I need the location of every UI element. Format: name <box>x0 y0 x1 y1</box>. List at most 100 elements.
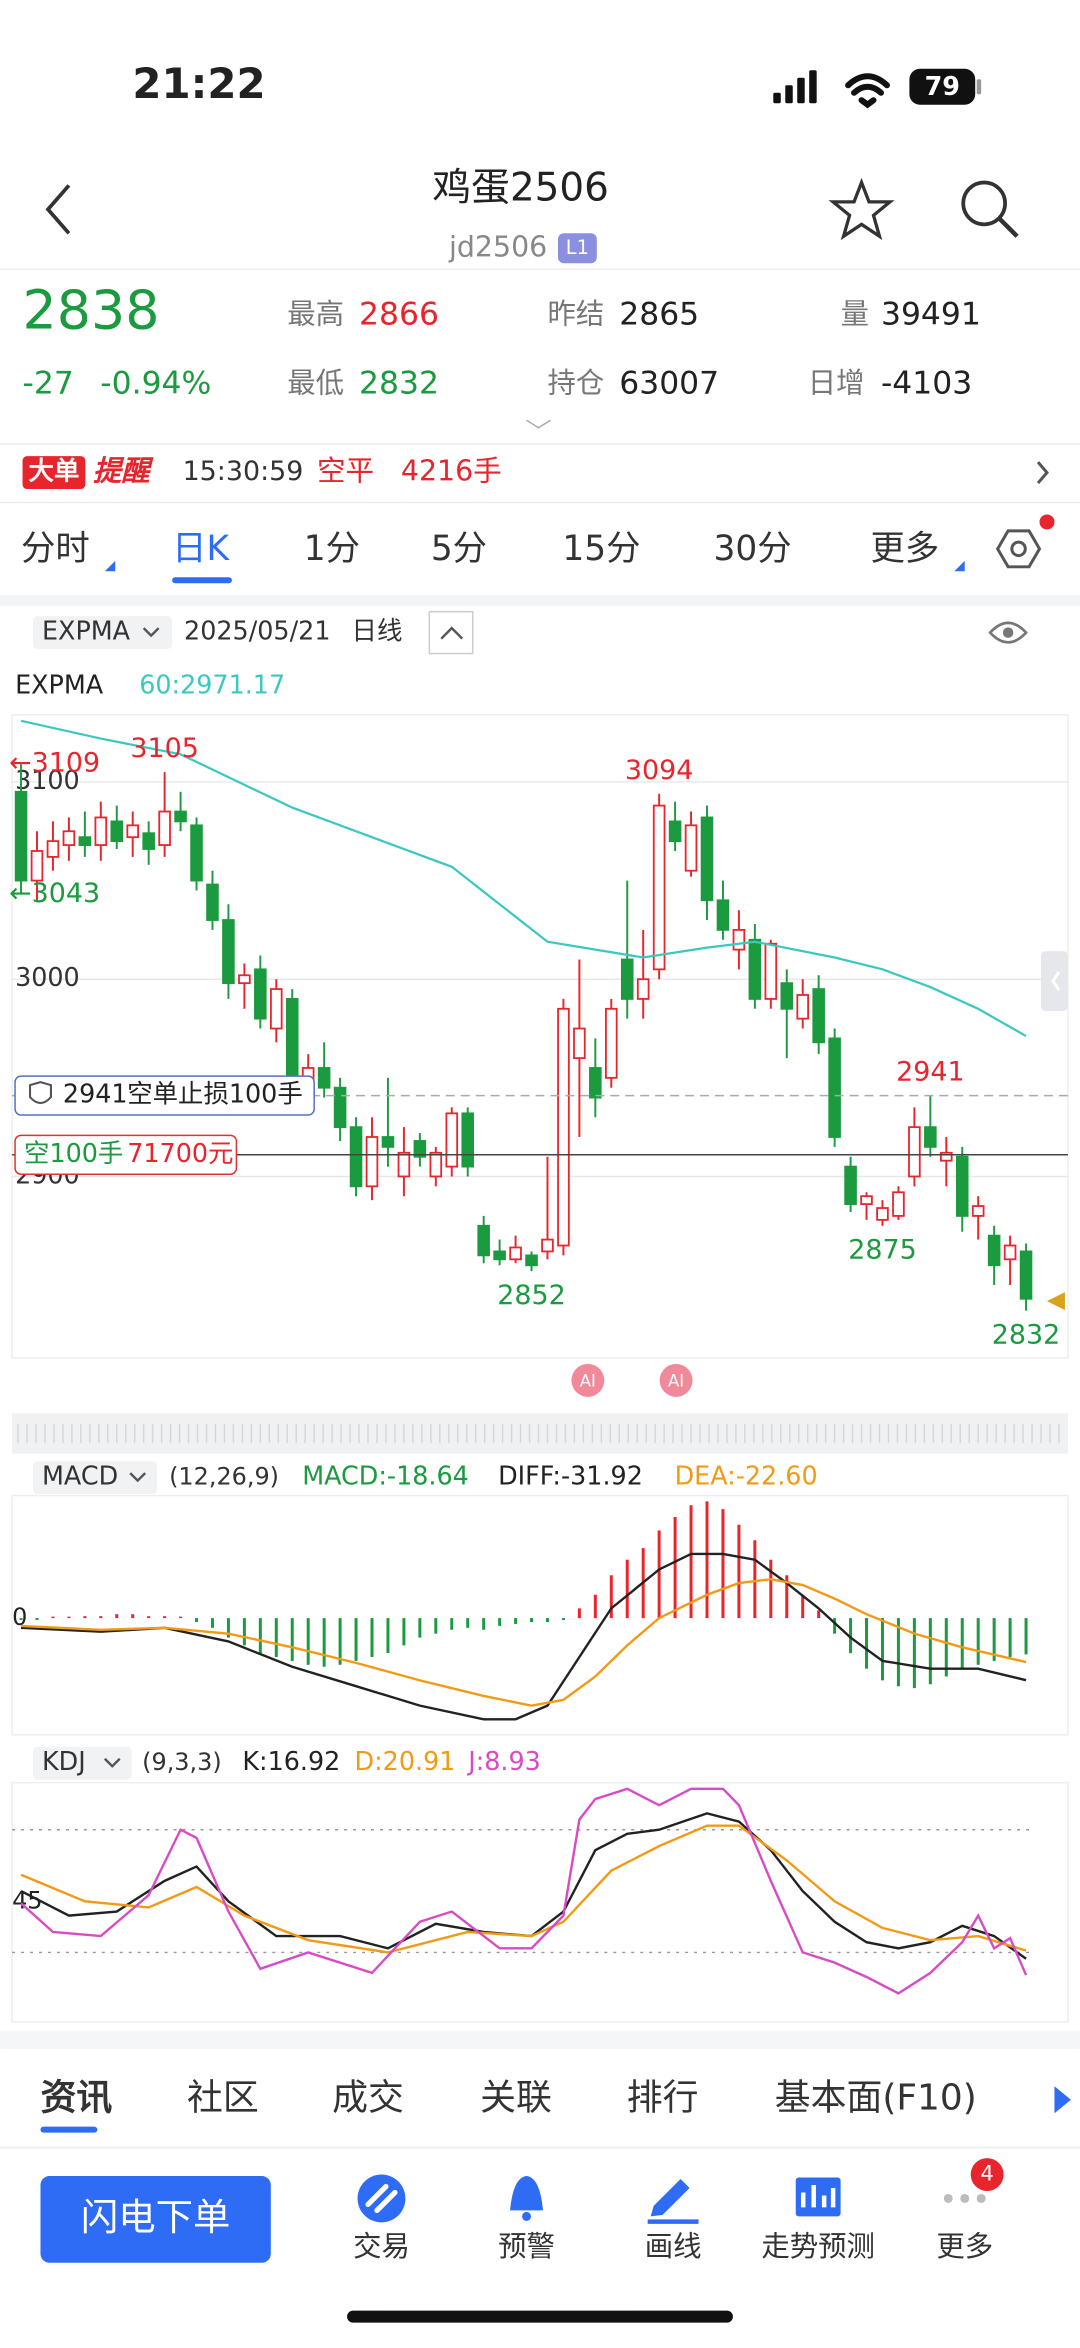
candle-body <box>684 824 698 872</box>
stop-order-box[interactable] <box>14 1075 315 1116</box>
ai-badge-text: AI <box>668 1371 684 1390</box>
candle-body <box>206 883 219 921</box>
field-label: 最低 <box>287 366 344 399</box>
period-tab[interactable]: 更多 <box>871 529 940 569</box>
candle-body <box>987 1234 1001 1267</box>
candle-body <box>1003 1244 1017 1261</box>
alert-more[interactable] <box>1036 461 1049 485</box>
content-tab[interactable]: 成交 <box>332 2078 404 2119</box>
macd-name: MACD <box>42 1461 118 1491</box>
candle-body <box>413 1140 427 1158</box>
y-tick-label: 0 <box>12 1603 27 1631</box>
period-tab[interactable]: 日K <box>172 529 230 569</box>
shield-icon <box>28 1081 53 1105</box>
kdj-line <box>20 1787 1028 1995</box>
alert-icon <box>510 2176 543 2221</box>
candle-body <box>445 1112 459 1168</box>
collapse-button[interactable] <box>428 610 474 655</box>
nav-item[interactable]: 更多 <box>936 2230 993 2263</box>
date: 2025/05/21 <box>184 616 330 646</box>
peak-label: 2941 <box>896 1057 964 1088</box>
candle-body <box>397 1151 411 1178</box>
peak-label: 3105 <box>130 733 198 764</box>
macd-frame <box>11 1494 1069 1736</box>
macd-select[interactable] <box>33 1461 158 1495</box>
field-value: 39491 <box>881 297 981 333</box>
content-tab[interactable]: 社区 <box>187 2078 259 2119</box>
candle-body <box>892 1191 905 1217</box>
field-value: -4103 <box>881 365 972 401</box>
content-tab[interactable]: 排行 <box>627 2078 699 2119</box>
nav-item[interactable]: 预警 <box>498 2230 555 2263</box>
period-tab[interactable]: 30分 <box>713 529 791 569</box>
macd-params: (12,26,9) <box>169 1463 279 1491</box>
quick-order-button[interactable] <box>40 2176 271 2263</box>
nav-item[interactable]: 走势预测 <box>761 2230 875 2263</box>
settings-button[interactable] <box>995 514 1055 569</box>
candle-body <box>461 1112 474 1168</box>
kdj-select[interactable] <box>33 1746 132 1780</box>
more-icon <box>943 2158 1004 2203</box>
wifi-icon <box>845 73 890 109</box>
kdj-params: (9,3,3) <box>142 1748 221 1776</box>
period-tab[interactable]: 分时 <box>21 529 90 569</box>
macd-line <box>20 1577 1027 1707</box>
content-tab[interactable]: 基本面(F10) <box>775 2078 977 2119</box>
edge-label: ←3043 <box>9 878 100 909</box>
kdj-readout: J:8.93 <box>466 1746 541 1776</box>
kdj-line <box>20 1824 1027 1954</box>
candle-body <box>700 816 714 902</box>
chevron <box>440 626 464 640</box>
ai-badge[interactable] <box>571 1363 605 1397</box>
ai-badge[interactable] <box>659 1363 693 1397</box>
peak-label: 3094 <box>625 755 693 786</box>
nav-item[interactable]: 交易 <box>353 2230 410 2263</box>
tab-underline <box>40 2126 98 2133</box>
chevron <box>103 1757 121 1768</box>
expand[interactable] <box>526 419 551 429</box>
candle-body <box>190 824 203 882</box>
macd-line <box>20 1552 1027 1721</box>
legend-name: EXPMA <box>15 669 104 699</box>
change: -27 <box>23 365 74 401</box>
candle-body <box>94 816 108 846</box>
indicator-select[interactable] <box>33 616 173 650</box>
back-button[interactable] <box>45 184 71 235</box>
position-box[interactable] <box>14 1134 238 1175</box>
alert-time: 15:30:59 <box>183 456 304 487</box>
tabs-more[interactable] <box>1054 2086 1071 2114</box>
period-tab[interactable]: 15分 <box>562 529 640 569</box>
y-tick-label: 3100 <box>15 765 80 795</box>
search-button[interactable] <box>961 180 1019 238</box>
eye-button[interactable] <box>988 621 1028 644</box>
candle-body <box>668 820 682 843</box>
nav-item[interactable]: 画线 <box>645 2230 702 2263</box>
kdj-readout: D:20.91 <box>355 1746 456 1776</box>
content-tab[interactable]: 资讯 <box>40 2078 112 2119</box>
candle-body <box>30 850 44 882</box>
period-tab[interactable]: 1分 <box>304 529 360 569</box>
candle-body <box>620 958 634 1000</box>
edge-label: ←3109 <box>9 748 100 779</box>
candle-body <box>78 836 92 846</box>
period: 日线 <box>352 616 403 646</box>
quick-order-label: 闪电下单 <box>81 2195 231 2239</box>
field-label: 日增 <box>808 366 865 399</box>
candle-body <box>158 810 171 846</box>
favorite-button[interactable] <box>828 177 895 241</box>
stop-order-price: 2941 <box>63 1079 128 1109</box>
content-tab[interactable]: 关联 <box>480 2078 552 2119</box>
field-label: 昨结 <box>547 298 604 331</box>
candle-body <box>908 1126 921 1178</box>
alert-title: 提醒 <box>93 455 154 488</box>
candle-body <box>493 1250 506 1261</box>
candle-body <box>254 968 267 1020</box>
candle-body <box>573 1027 586 1060</box>
period-tab[interactable]: 5分 <box>431 529 487 569</box>
candle-body <box>14 790 28 882</box>
field-value: 2832 <box>359 365 439 401</box>
macd-readout: MACD:-18.64 <box>302 1461 469 1491</box>
candle-body <box>589 1067 602 1099</box>
kdj-name: KDJ <box>42 1746 86 1776</box>
